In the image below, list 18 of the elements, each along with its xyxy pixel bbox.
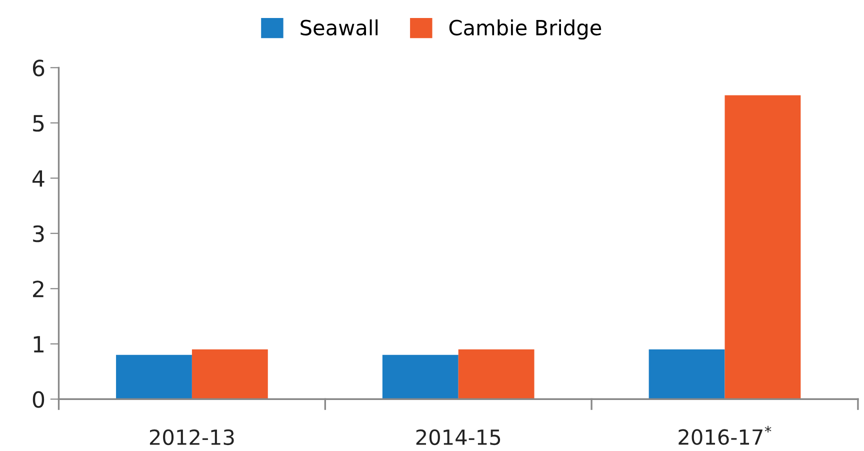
legend-label: Seawall [300, 19, 378, 36]
x-tick-label: 2012-13 [150, 429, 234, 446]
bar [192, 349, 268, 400]
y-tick-label: 3 [33, 225, 44, 242]
y-tick-label: 1 [34, 336, 44, 352]
bar [458, 349, 534, 400]
bar [648, 349, 725, 400]
bar [724, 95, 801, 400]
legend-label: Cambie Bridge [449, 19, 602, 40]
y-tick-label: 4 [32, 170, 44, 187]
y-tick-label: 2 [33, 280, 44, 298]
y-tick-label: 6 [32, 60, 44, 76]
bar [382, 354, 458, 400]
bar [116, 354, 192, 400]
x-tick-label: 2016-17$^{*}$ [678, 426, 772, 445]
x-tick-label: 2014-15 [416, 429, 500, 446]
y-tick-label: 5 [33, 115, 44, 132]
y-tick-label: 0 [32, 391, 44, 408]
